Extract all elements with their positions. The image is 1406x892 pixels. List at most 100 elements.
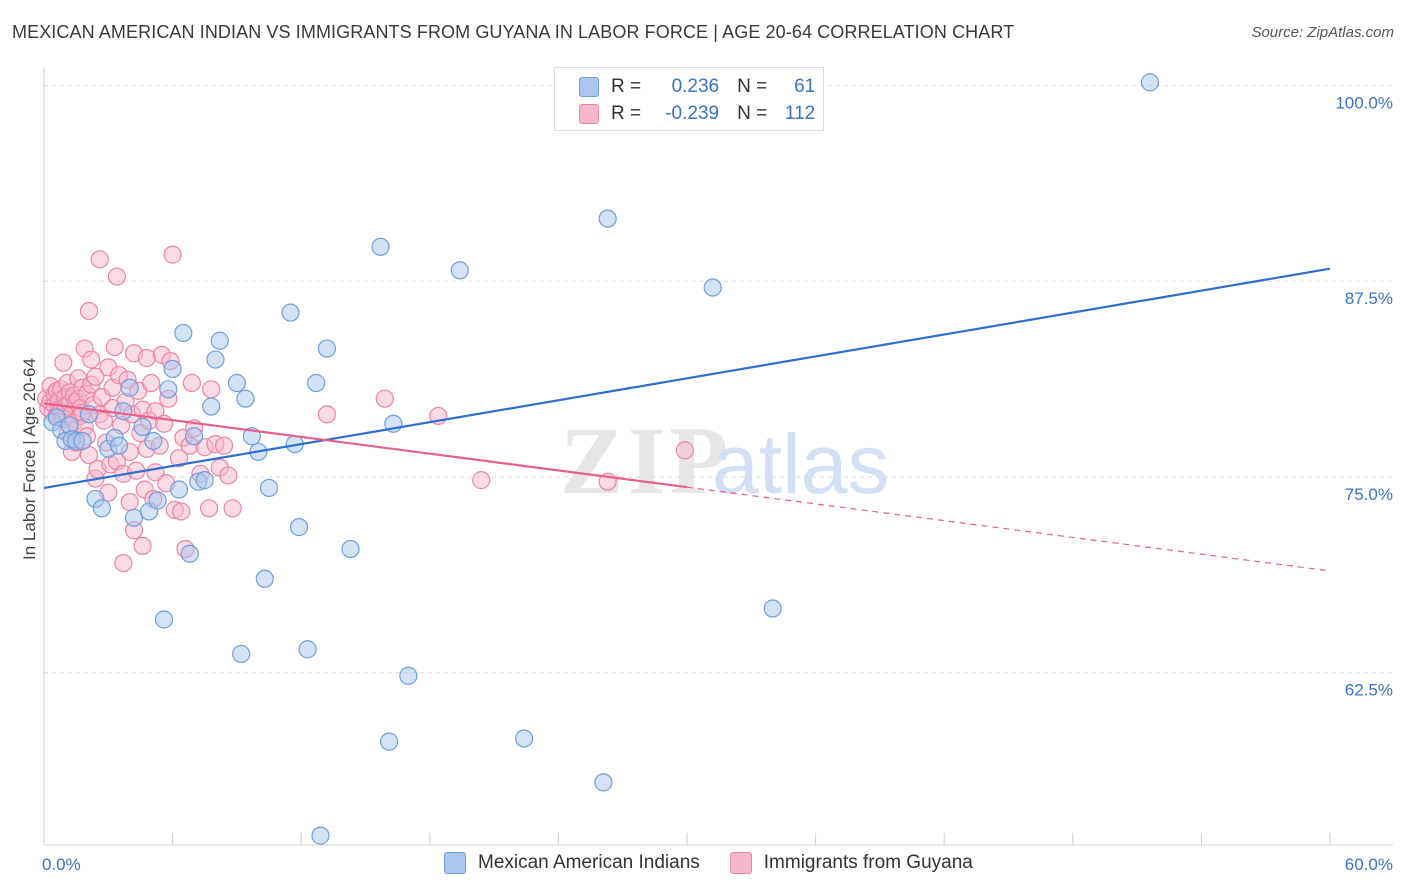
axes [43,68,1393,846]
blue-swatch [579,77,599,97]
x-tick-label-min: 0.0% [42,855,81,874]
pink-point [114,554,133,573]
watermark-zip: ZIP [560,407,732,514]
pink-point [142,373,161,393]
blue-points [43,71,1160,845]
pink-point [107,267,126,286]
series-legend: Mexican American Indians Immigrants from… [444,852,1003,874]
blue-swatch [444,852,466,874]
blue-point [281,303,300,322]
blue-point [259,478,279,498]
pink-point [472,471,491,490]
pink-swatch [579,104,599,124]
pink-point [214,436,234,455]
y-tick-label: 75.0% [1345,485,1393,504]
blue-point [169,480,189,499]
pink-point [172,502,191,521]
pink-point [375,389,394,408]
chart-title: MEXICAN AMERICAN INDIAN VS IMMIGRANTS FR… [12,22,1015,42]
pink-point [137,348,156,368]
pink-point [90,250,109,269]
n-label: N = [737,103,768,124]
blue-point [594,773,613,792]
watermark-atlas: atlas [712,417,889,511]
pink-point [223,499,242,518]
legend-label: Mexican American Indians [478,852,700,873]
blue-point [311,826,330,845]
n-value: 112 [784,103,816,124]
blue-point [210,331,229,350]
blue-point [109,436,129,455]
blue-point [598,209,617,228]
y-tick-label: 62.5% [1345,681,1393,700]
pink-trend-line [43,402,688,489]
y-tick-labels: 62.5% 75.0% 87.5% 100.0% [1335,93,1393,699]
pink-point [202,380,221,399]
pink-point [219,466,238,485]
y-axis-title: In Labor Force | Age 20-64 [20,358,39,560]
blue-point [163,359,182,379]
r-value: -0.239 [665,103,720,124]
x-tick-label-max: 60.0% [1345,855,1393,874]
pink-point [675,441,694,460]
grid-lines [44,84,1393,674]
blue-point [114,402,133,421]
blue-point [371,237,390,256]
blue-point [154,610,174,629]
y-tick-label: 87.5% [1345,289,1393,308]
y-tick-label: 100.0% [1335,93,1393,112]
blue-point [298,640,317,659]
blue-point [232,644,251,664]
legend-item-immigrants-from-guyana[interactable]: Immigrants from Guyana [729,852,973,874]
blue-trend-line [43,267,1331,490]
pink-point [146,402,165,421]
blue-point [206,350,225,369]
stats-legend: R = 0.236 N = 61 R = -0.239 N = 112 [554,67,824,131]
blue-point [1140,73,1160,92]
blue-point [289,518,309,537]
pink-point [105,337,124,357]
blue-point [399,666,418,685]
blue-point [180,544,199,563]
legend-row-pink: R = -0.239 N = 112 [579,102,815,126]
blue-point [73,431,92,451]
legend-item-mexican-american-indians[interactable]: Mexican American Indians [444,852,700,874]
pink-point [317,405,337,424]
pink-point [120,492,139,512]
pink-point [163,245,182,264]
blue-point [515,729,534,748]
blue-point [341,539,360,559]
blue-point [317,339,337,358]
pink-point [133,536,152,555]
blue-point [133,417,152,436]
pink-point [82,350,101,369]
pink-swatch [729,852,752,874]
pink-point [54,353,73,372]
pink-point [86,367,105,386]
blue-point [120,378,139,397]
legend-label: Immigrants from Guyana [763,852,973,873]
n-value: 61 [794,76,816,97]
blue-point [174,323,193,343]
blue-point [236,389,255,408]
blue-point [763,599,782,618]
blue-point [144,431,163,451]
blue-point [159,380,178,399]
source-credit: Source: ZipAtlas.com [1251,24,1394,41]
pink-point [79,301,99,321]
blue-point [703,278,722,297]
r-label: R = [611,76,642,97]
blue-point [227,373,246,393]
legend-row-blue: R = 0.236 N = 61 [579,75,815,99]
pink-point [199,499,219,518]
blue-point [92,499,111,518]
blue-point [307,373,326,393]
trend-lines [43,267,1331,572]
blue-point [255,569,274,588]
blue-point [202,397,221,416]
r-label: R = [611,103,642,124]
pink-point [169,449,189,468]
blue-point [379,732,399,751]
blue-point [148,491,167,510]
